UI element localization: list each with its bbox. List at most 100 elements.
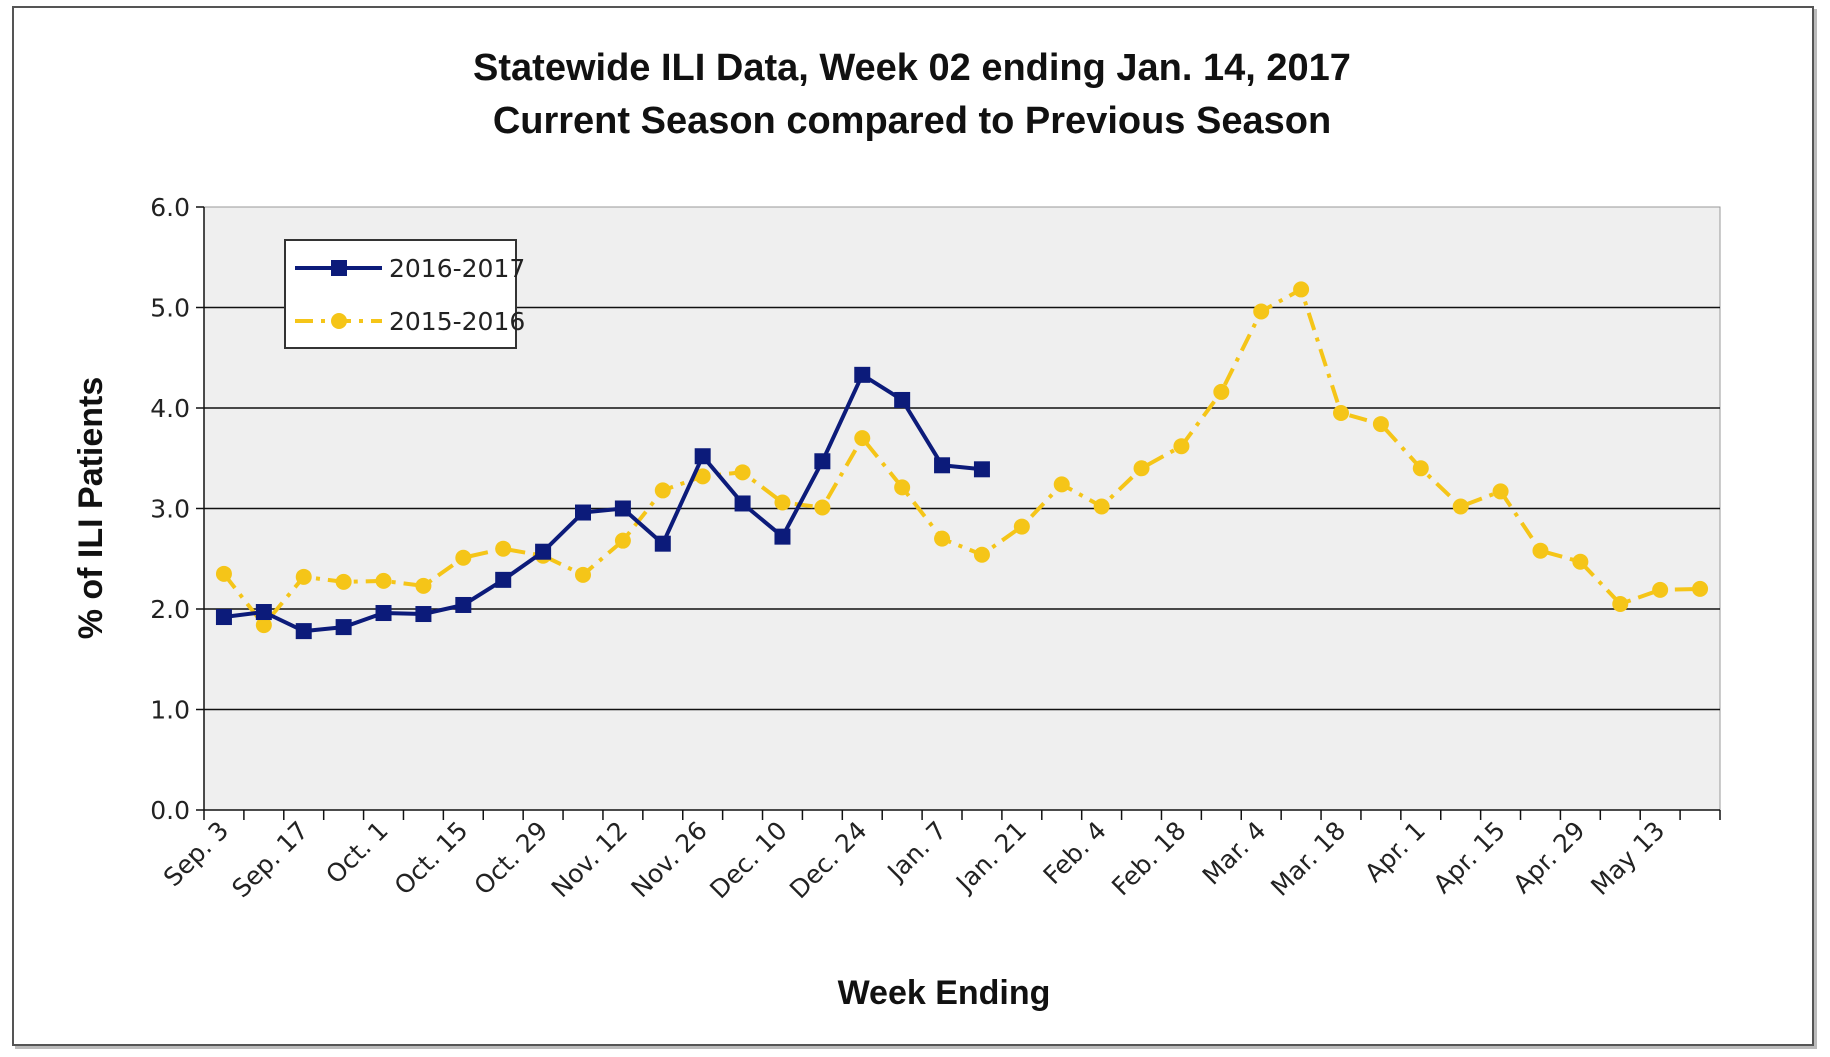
- y-tick-labels: 0.0 1.0 2.0 3.0 4.0 5.0 6.0: [150, 193, 190, 825]
- legend-label-2015-2016: 2015-2016: [389, 307, 525, 336]
- legend: 2016-2017 2015-2016: [284, 239, 525, 349]
- legend-marker-2015-2016: [331, 313, 347, 329]
- data-point-2016-2017: [694, 448, 711, 465]
- data-point-2016-2017: [894, 391, 911, 408]
- data-point-2016-2017: [774, 528, 791, 545]
- data-point-2016-2017: [255, 604, 272, 621]
- data-point-2016-2017: [654, 535, 671, 552]
- data-point-2015-2016: [495, 540, 512, 557]
- y-tick-label: 1.0: [150, 696, 190, 725]
- data-point-2016-2017: [295, 623, 312, 640]
- data-point-2015-2016: [654, 482, 671, 499]
- chart-svg: Statewide ILI Data, Week 02 ending Jan. …: [72, 47, 1721, 1012]
- data-point-2016-2017: [375, 605, 392, 622]
- x-tick-label: Nov. 12: [546, 816, 633, 903]
- y-tick-label: 5.0: [150, 294, 190, 323]
- y-tick-label: 6.0: [150, 193, 190, 222]
- data-point-2015-2016: [1053, 476, 1070, 493]
- data-point-2015-2016: [1572, 553, 1589, 570]
- data-point-2015-2016: [255, 617, 272, 634]
- series-line-2015-2016: [222, 287, 1701, 628]
- data-point-2015-2016: [295, 568, 312, 585]
- chart-frame: Statewide ILI Data, Week 02 ending Jan. …: [12, 6, 1814, 1046]
- data-point-2015-2016: [215, 565, 232, 582]
- data-point-2015-2016: [694, 468, 711, 485]
- data-point-2015-2016: [1652, 581, 1669, 598]
- data-point-2015-2016: [1692, 580, 1709, 597]
- data-point-2015-2016: [1333, 405, 1349, 422]
- legend-box: [284, 239, 517, 349]
- x-tick-label: Jan. 7: [881, 816, 953, 888]
- x-tick-label: Apr. 1: [1359, 816, 1431, 888]
- data-point-2016-2017: [614, 500, 631, 517]
- data-point-2016-2017: [854, 366, 871, 383]
- data-series: [215, 281, 1709, 640]
- data-point-2015-2016: [1013, 518, 1030, 535]
- data-point-2015-2016: [614, 532, 631, 549]
- x-tick-label: Jan. 21: [949, 816, 1032, 899]
- x-tick-label: Oct. 15: [389, 816, 474, 901]
- legend-entry-2016-2017: 2016-2017: [295, 254, 525, 283]
- data-point-2015-2016: [415, 577, 432, 594]
- y-tick-label: 4.0: [150, 394, 190, 423]
- data-point-2016-2017: [814, 453, 831, 470]
- data-point-2015-2016: [1133, 460, 1150, 477]
- data-point-2016-2017: [215, 609, 232, 626]
- data-point-2015-2016: [1532, 542, 1549, 559]
- data-point-2015-2016: [1173, 438, 1190, 455]
- data-point-2015-2016: [814, 499, 831, 516]
- series-2016-2017: [215, 366, 990, 640]
- x-tick-label: Sep. 17: [226, 816, 314, 904]
- legend-entry-2015-2016: 2015-2016: [295, 307, 525, 336]
- x-tick-label: Oct. 29: [469, 816, 554, 901]
- x-axis-title: Week Ending: [838, 974, 1051, 1012]
- data-point-2015-2016: [894, 479, 911, 496]
- data-point-2016-2017: [734, 495, 751, 512]
- x-tick-label: Mar. 4: [1197, 816, 1272, 891]
- data-point-2015-2016: [1372, 416, 1389, 433]
- data-point-2016-2017: [415, 606, 432, 623]
- x-tick-label: May 13: [1585, 816, 1670, 901]
- x-tick-label: Dec. 10: [704, 816, 792, 904]
- y-tick-label: 2.0: [150, 595, 190, 624]
- data-point-2015-2016: [335, 573, 352, 590]
- data-point-2016-2017: [495, 571, 512, 588]
- data-point-2015-2016: [575, 566, 591, 583]
- data-point-2016-2017: [535, 543, 552, 560]
- data-point-2015-2016: [1293, 281, 1310, 298]
- chart-title: Statewide ILI Data, Week 02 ending Jan. …: [473, 47, 1351, 89]
- x-tick-label: Apr. 15: [1428, 816, 1511, 899]
- x-tick-label: Dec. 24: [784, 816, 872, 904]
- chart-subtitle: Current Season compared to Previous Seas…: [493, 100, 1331, 142]
- series-2015-2016: [215, 281, 1709, 634]
- data-point-2015-2016: [934, 530, 951, 547]
- data-point-2015-2016: [1612, 595, 1629, 612]
- data-point-2016-2017: [934, 457, 951, 474]
- data-point-2015-2016: [1412, 460, 1429, 477]
- legend-marker-2016-2017: [331, 260, 347, 276]
- data-point-2015-2016: [375, 572, 392, 589]
- data-point-2015-2016: [973, 546, 990, 563]
- x-tick-label: Feb. 4: [1038, 816, 1112, 890]
- data-point-2016-2017: [455, 596, 472, 613]
- y-tick-label: 0.0: [150, 796, 190, 825]
- data-point-2015-2016: [854, 430, 871, 447]
- x-tick-label: Sep. 3: [158, 816, 234, 892]
- x-tick-label: Feb. 18: [1106, 816, 1192, 902]
- data-point-2015-2016: [455, 549, 472, 566]
- data-point-2016-2017: [973, 461, 990, 478]
- data-point-2015-2016: [1093, 498, 1110, 515]
- data-point-2016-2017: [575, 504, 591, 521]
- data-point-2015-2016: [774, 494, 791, 511]
- data-point-2015-2016: [1213, 383, 1230, 400]
- x-tick-label: Apr. 29: [1507, 816, 1590, 899]
- x-tick-label: Oct. 1: [320, 816, 394, 890]
- data-point-2016-2017: [335, 619, 352, 636]
- legend-label-2016-2017: 2016-2017: [389, 254, 525, 283]
- axes: [196, 206, 1721, 820]
- data-point-2015-2016: [734, 464, 751, 481]
- data-point-2015-2016: [1492, 483, 1509, 500]
- x-tick-label: Nov. 26: [626, 816, 713, 903]
- y-tick-label: 3.0: [150, 495, 190, 524]
